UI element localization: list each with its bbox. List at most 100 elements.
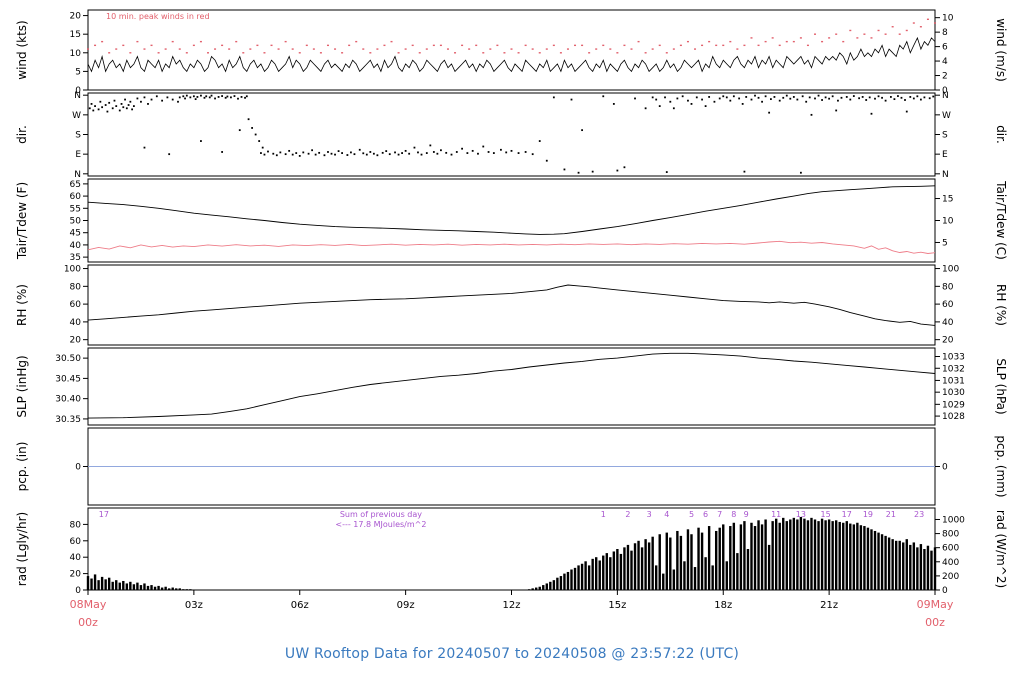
axis-title-left: Tair/Tdew (F) [15,182,29,260]
wind-dir-dot [681,95,684,98]
peak-wind-dot [842,40,845,43]
wind-dir-dot [799,171,802,174]
rad-bar [891,539,894,590]
rad-bar [573,567,577,590]
wind-dir-dot [817,94,820,97]
tick-label-left: 30.45 [55,374,81,384]
peak-wind-dot [912,22,915,24]
wind-dir-dot [900,96,903,99]
peak-wind-dot [369,52,372,54]
slp-trace [87,352,936,419]
wind-dir-dot [90,103,93,105]
rad-bar [658,534,661,590]
rad-bar [842,522,845,590]
wind-dir-dot [420,153,423,156]
wind-dir-dot [200,94,202,97]
peak-wind-dot [101,40,104,43]
wind-dir-dot [404,149,407,152]
wind-dir-dot [263,153,266,156]
wind-dir-dot [676,97,679,100]
peak-wind-dot [637,40,640,43]
rad-bar [898,540,901,590]
tick-label-right: 400 [942,558,959,568]
wind-dir-dot [94,105,96,108]
rad-bar [676,530,679,590]
wind-dir-dot [401,152,403,154]
wind-dir-dot [194,98,197,101]
peak-wind-dot [891,26,894,28]
rad-bar [894,540,898,590]
wind-dir-dot [295,152,298,154]
rad-bar [813,519,817,590]
wind-dir-dot [651,96,654,99]
peak-wind-dot [919,26,922,28]
rad-bar [718,527,721,590]
tick-label-left: 20 [70,336,82,346]
figure-caption: UW Rooftop Data for 20240507 to 20240508… [284,646,740,662]
wind-dir-dot [288,149,291,152]
rad-bar [764,519,767,590]
wind-dir-dot [893,98,896,101]
tick-label-left: 35 [70,253,81,263]
wind-dir-dot [889,96,892,98]
wind-dir-dot [127,104,130,106]
wind-dir-dot [805,100,808,103]
peak-wind-dot [630,48,633,50]
axis-title-right: Tair/Tdew (C) [994,180,1008,260]
wind-dir-dot [143,96,146,99]
wind-dir-dot [129,100,132,103]
axis-title-right: wind (m/s) [994,18,1008,82]
wind-dir-dot [101,106,104,109]
peak-wind-dot [277,48,280,50]
rad-bar [669,537,672,590]
wind-dir-dot [874,97,876,100]
wind-dir-dot [108,101,111,104]
wind-dir-dot [517,152,520,154]
peak-wind-dot [87,48,89,50]
peak-wind-dot [884,33,887,35]
tdew-trace [87,240,936,254]
tick-label-right: 60 [942,300,954,310]
wind-dir-dot [362,152,365,155]
wind-dir-dot [577,171,580,174]
peak-wind-dot [651,48,654,50]
wind-dir-dot [291,153,294,156]
peak-wind-dot [341,52,344,54]
peak-wind-dot [263,52,266,54]
rad-bar [905,539,908,590]
peak-wind-dot [552,44,555,47]
rad-bar [739,524,743,590]
wind-dir-dot [865,99,868,101]
tick-label-right: 1000 [942,515,965,525]
rad-bar [672,569,676,590]
rad-bar [753,526,757,590]
rad-bar [563,573,566,590]
panel-wind: 0 5 10 15 20 0 2 4 6 8 10 wind (kts) wind (m/s) [15,9,1008,96]
wind-dir-dot [184,97,186,100]
rad-bar [732,522,736,590]
wind-dir-dot [245,95,248,98]
wind-dir-dot [789,97,792,100]
peak-wind-dot [418,52,421,54]
peak-wind-dot [538,52,541,54]
wind-dir-dot [471,149,474,152]
wind-dir-dot [810,113,813,116]
rad-bar [549,581,552,590]
rad-bar [587,565,591,590]
wind-dir-dot [258,140,261,142]
tick-label-right: 1028 [942,412,965,422]
wind-dir-dot [552,96,555,99]
peak-wind-dot [305,44,308,47]
rad-bar [100,576,104,590]
x-date-right-hour: 00z [925,616,945,629]
rad-bar [679,535,683,590]
wind-dir-dot [725,96,728,99]
wind-dir-dot [272,152,275,155]
peak-wind-dot [581,44,584,47]
wind-dir-dot [221,151,224,153]
wind-dir-dot [413,146,416,149]
wind-dir-dot [237,97,239,100]
wind-dir-dot [189,96,192,99]
wind-dir-dot [884,99,887,102]
